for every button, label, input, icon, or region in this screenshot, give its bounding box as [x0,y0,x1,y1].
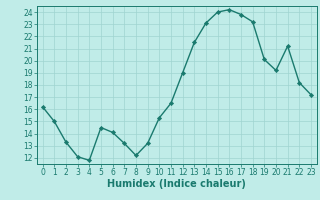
X-axis label: Humidex (Indice chaleur): Humidex (Indice chaleur) [108,179,246,189]
